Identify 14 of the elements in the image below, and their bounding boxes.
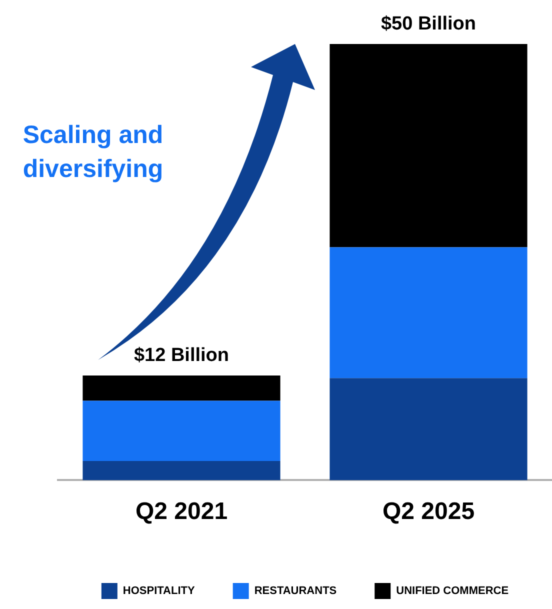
legend-label: HOSPITALITY xyxy=(122,585,196,598)
bar xyxy=(82,376,280,401)
bar xyxy=(330,378,528,480)
legend-label: RESTAURANTS xyxy=(254,585,337,598)
x-tick-label: Q2 2025 xyxy=(382,498,475,526)
bar xyxy=(82,400,280,462)
annotation: $50 Billion xyxy=(380,14,476,35)
bar xyxy=(330,44,528,248)
bar xyxy=(330,247,528,378)
annotation: $12 Billion xyxy=(134,345,230,366)
annotation: Scaling and diversifying xyxy=(22,120,164,185)
bar xyxy=(82,461,280,480)
x-tick-label: Q2 2021 xyxy=(135,498,228,526)
legend-label: UNIFIED COMMERCE xyxy=(396,585,509,598)
